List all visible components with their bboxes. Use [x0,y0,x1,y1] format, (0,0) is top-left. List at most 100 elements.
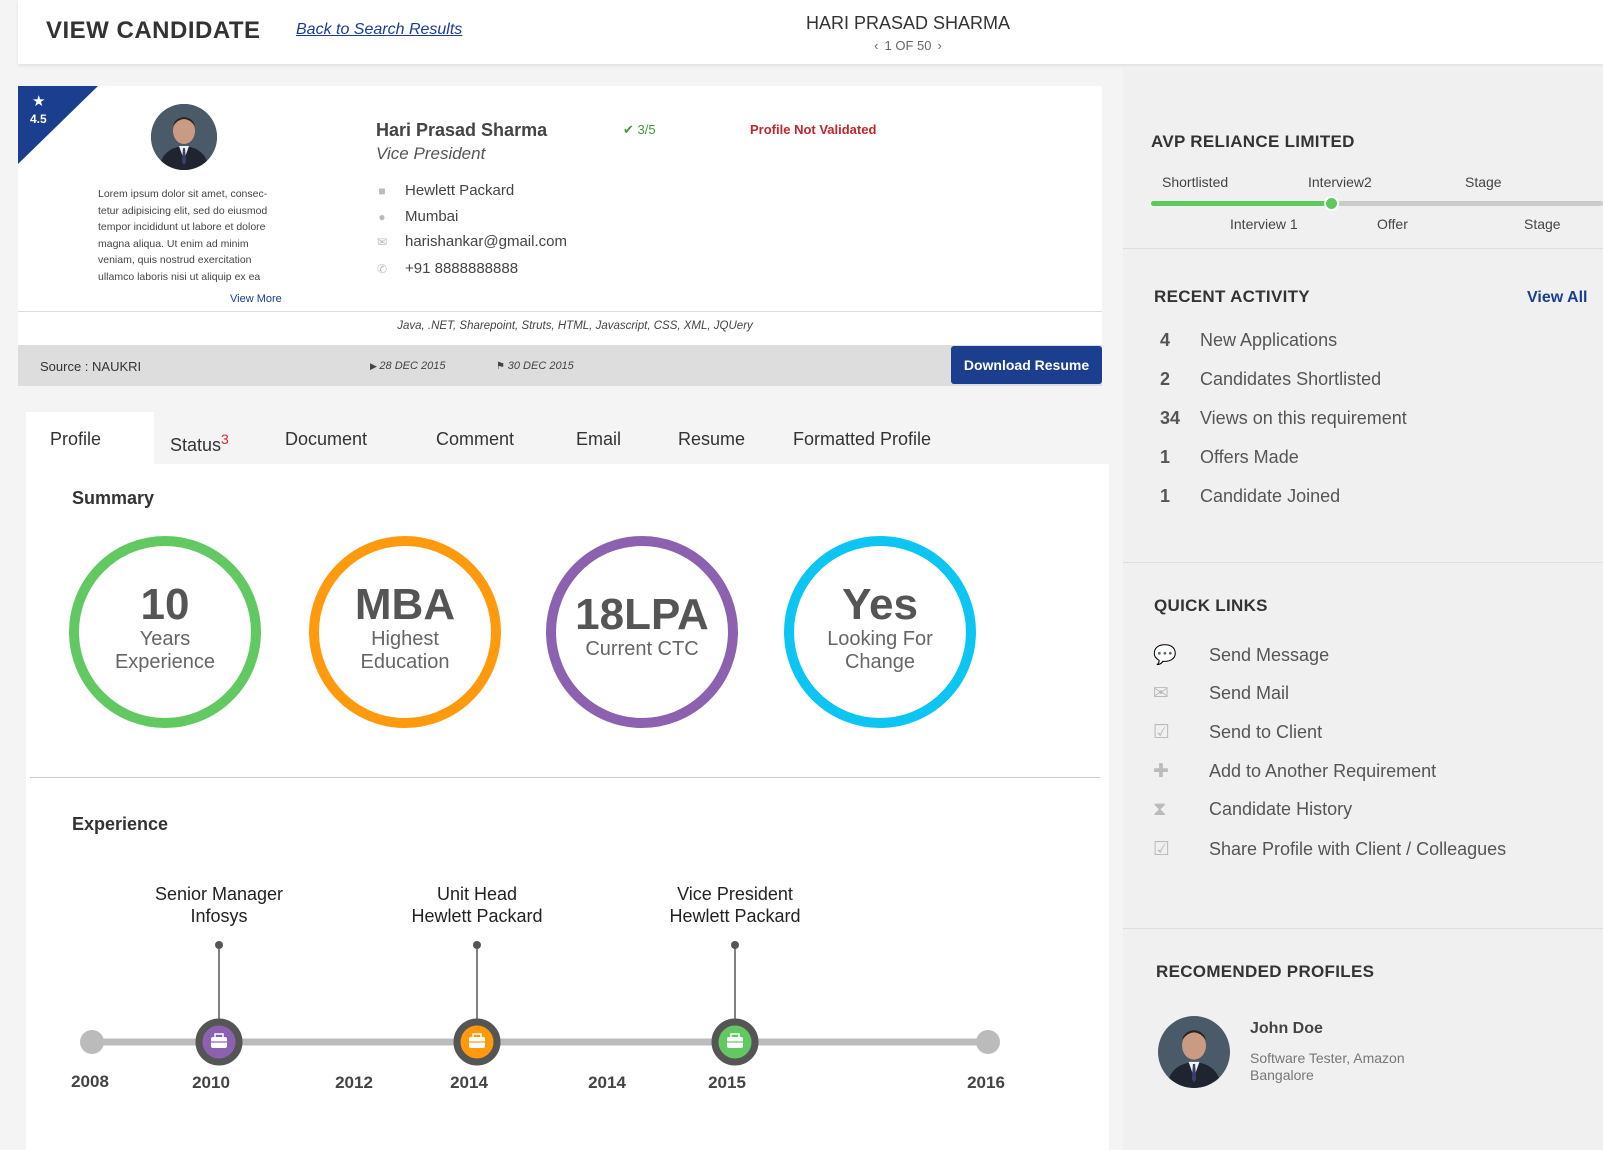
summary-label-line1: Looking For [827,628,933,650]
summary-value: MBA [354,580,456,629]
timeline-year: 2016 [967,1073,1005,1092]
company-row: ■ Hewlett Packard [375,182,514,199]
candidate-name: Hari Prasad Sharma [376,120,548,140]
stage-progress-count: ✔ 3/5 [623,122,656,137]
activity-label: Offers Made [1200,447,1299,467]
recommended-location: Bangalore [1250,1067,1314,1083]
quick-link-add-requirement[interactable]: ✚ Add to Another Requirement [1153,760,1436,783]
stage-label: Interview2 [1308,174,1372,190]
speech-bubble-icon: 💬 [1153,645,1177,666]
back-to-search-link[interactable]: Back to Search Results [296,21,463,38]
city-text: Mumbai [405,208,459,225]
summary-label-line2: Education [360,651,450,673]
validation-status: Profile Not Validated [750,122,877,137]
timeline-year: 2014 [588,1073,626,1092]
briefcase-icon: ■ [378,184,386,198]
tab-profile[interactable]: Profile [26,412,154,464]
phone-text: +91 8888888888 [405,260,519,277]
summary-value: 18LPA [575,590,709,639]
end-date: ⚑ 30 DEC 2015 [496,360,574,372]
source-label: Source : NAUKRI [40,359,142,374]
recommended-avatar[interactable] [1158,1016,1230,1088]
activity-row: 34 Views on this requirement [1160,408,1407,429]
job-title: Vice President [677,884,793,904]
sidebar-divider [1123,562,1603,563]
tab-comment[interactable]: Comment [436,429,515,449]
avatar-illustration [151,104,217,170]
tab-email[interactable]: Email [576,429,622,449]
envelope-icon: ✉ [1153,683,1169,704]
job-company: Infosys [190,906,247,926]
summary-label-line1: Current CTC [585,638,699,660]
plus-icon: ✚ [1153,761,1169,782]
quick-link-label: Candidate History [1209,799,1353,819]
email-row: ✉ harishankar@gmail.com [375,233,567,250]
hourglass-icon: ⧗ [1153,799,1167,820]
tab-document[interactable]: Document [285,429,368,449]
summary-circle-change: Yes Looking For Change [784,536,976,728]
activity-count: 2 [1160,369,1171,389]
activity-label: Candidates Shortlisted [1200,369,1382,389]
checkbox-icon: ☑ [1153,722,1171,743]
activity-row: 2 Candidates Shortlisted [1160,369,1381,390]
quick-link-send-message[interactable]: 💬 Send Message [1153,643,1329,667]
activity-count: 4 [1160,330,1171,350]
stage-label: Interview 1 [1230,216,1298,232]
stage-label: Stage [1465,174,1502,190]
stage-label: Stage [1524,216,1561,232]
play-icon: ▶ [370,361,380,371]
quick-link-label: Share Profile with Client / Colleagues [1209,839,1507,859]
pager-text: 1 OF 50 [884,38,932,53]
briefcase-handle [472,1033,482,1039]
summary-label-line1: Highest [371,628,439,650]
sidebar-divider [1123,928,1603,929]
download-resume-button[interactable]: Download Resume [951,346,1102,384]
quick-link-share-profile[interactable]: ☑ Share Profile with Client / Colleagues [1153,838,1506,861]
start-date-text: 28 DEC 2015 [379,360,446,372]
summary-label-line2: Experience [114,651,216,673]
candidate-name-header: HARI PRASAD SHARMA [805,13,1011,33]
source-bar: Source : NAUKRI ▶ 28 DEC 2015 ⚑ 30 DEC 2… [18,345,1102,386]
timeline-year: 2015 [708,1073,746,1092]
avatar-illustration [1158,1016,1230,1088]
end-date-text: 30 DEC 2015 [507,360,574,372]
tab-resume[interactable]: Resume [678,429,746,449]
profile-tabs: Profile Status3 Document Comment Email R… [26,412,1109,464]
quick-links-title: QUICK LINKS [1154,596,1268,615]
quick-link-candidate-history[interactable]: ⧗ Candidate History [1153,799,1352,821]
avatar [151,104,217,170]
recommended-title: RECOMENDED PROFILES [1156,962,1375,981]
start-date: ▶ 28 DEC 2015 [370,360,445,372]
job-title: Senior Manager [155,884,283,904]
quick-link-send-to-client[interactable]: ☑ Send to Client [1153,721,1322,744]
star-icon: ★ [32,93,46,110]
location-pin-icon: ● [378,210,386,224]
view-more-link[interactable]: View More [230,293,282,305]
stage-progress-marker[interactable] [1324,196,1339,211]
next-candidate-icon[interactable]: › [937,38,942,53]
envelope-icon: ✉ [376,235,388,249]
profile-card: ★ 4.5 Lorem ipsum dolor sit amet, consec… [18,86,1102,386]
tab-formatted-profile[interactable]: Formatted Profile [793,429,932,449]
prev-candidate-icon[interactable]: ‹ [874,38,879,53]
sidebar-divider [1123,248,1603,249]
quick-link-label: Send Mail [1209,683,1290,703]
activity-row: 4 New Applications [1160,330,1337,351]
recommended-name[interactable]: John Doe [1250,1020,1323,1037]
candidate-role: Vice President [376,144,486,163]
view-all-link[interactable]: View All [1527,289,1588,306]
recent-activity-title: RECENT ACTIVITY [1154,287,1310,306]
quick-link-label: Send Message [1209,645,1330,665]
flag-icon: ⚑ [496,361,508,372]
stage-progress-fill [1151,201,1333,206]
quick-link-send-mail[interactable]: ✉ Send Mail [1153,682,1289,705]
status-count-badge: 3 [221,431,229,447]
tab-status[interactable]: Status3 [170,412,229,464]
candidate-bio: Lorem ipsum dolor sit amet, consec-tetur… [98,188,268,283]
timeline-end-dot [976,1030,1000,1054]
recommended-detail: Software Tester, Amazon [1250,1050,1405,1066]
timeline-year: 2008 [71,1072,109,1091]
summary-value: Yes [842,580,918,629]
rating-ribbon [18,86,98,164]
